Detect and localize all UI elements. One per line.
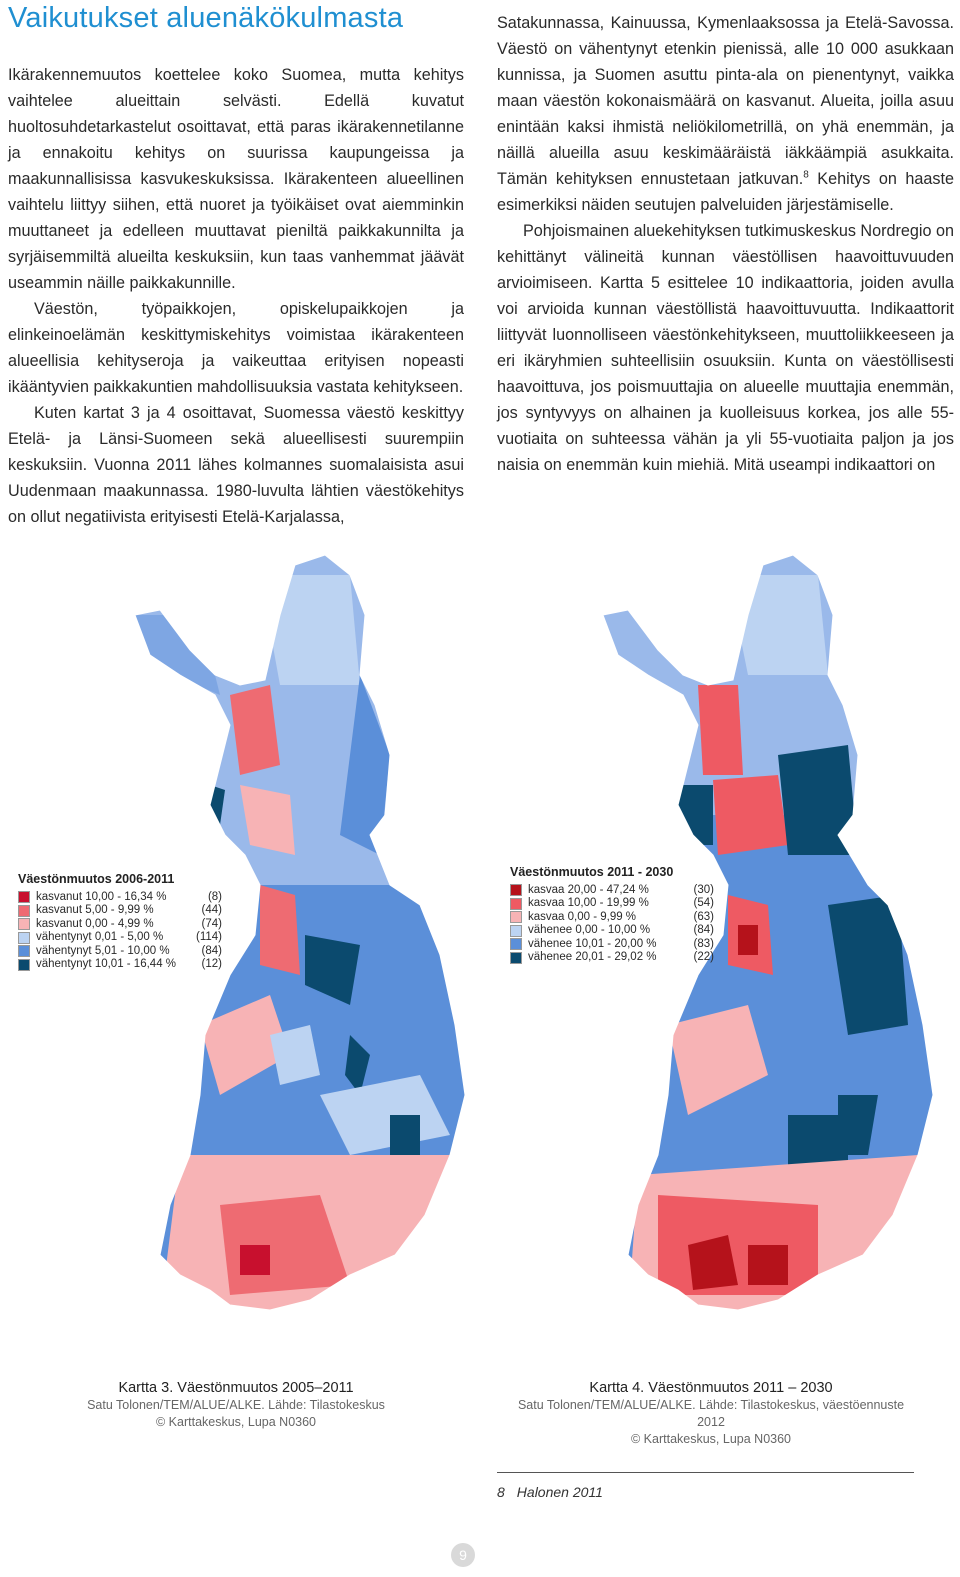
legend-count: (83) xyxy=(693,937,714,950)
legend-row: vähentynyt 10,01 - 16,44 % (12) xyxy=(18,958,222,972)
paragraph: Ikärakennemuutos koettelee koko Suomea, … xyxy=(8,66,464,292)
legend-swatch xyxy=(18,891,30,904)
footnote-divider xyxy=(497,1472,914,1473)
map-3-caption: Kartta 3. Väestönmuutos 2005–2011 Satu T… xyxy=(36,1380,436,1431)
legend-row: kasvaa 0,00 - 9,99 % (63) xyxy=(510,911,714,925)
legend-count: (84) xyxy=(201,944,222,957)
legend-count: (63) xyxy=(693,910,714,923)
map-4-svg xyxy=(602,555,934,1311)
legend-label: vähentynyt 0,01 - 5,00 % xyxy=(36,931,164,943)
page-heading: Vaikutukset aluenäkökulmasta xyxy=(8,2,404,34)
caption-copyright: © Karttakeskus, Lupa N0360 xyxy=(156,1415,316,1429)
legend-swatch xyxy=(510,951,522,964)
legend-swatch xyxy=(510,897,522,910)
left-text-column: Ikärakennemuutos koettelee koko Suomea, … xyxy=(8,62,464,530)
legend-count: (22) xyxy=(693,951,714,963)
legend-label: vähenee 0,00 - 10,00 % xyxy=(528,924,651,936)
legend-row: vähenee 20,01 - 29,02 % (22) xyxy=(510,951,714,965)
paragraph-text: Kehitys on haaste esimerkiksi näiden seu… xyxy=(497,170,954,214)
map-3-legend: Väestönmuutos 2006-2011 kasvanut 10,00 -… xyxy=(18,872,222,972)
right-text-column: Satakunnassa, Kainuussa, Kymenlaaksossa … xyxy=(497,10,954,478)
footnote-ref[interactable]: 8 xyxy=(803,169,809,181)
legend-row: kasvanut 5,00 - 9,99 % (44) xyxy=(18,904,222,918)
legend-row: kasvanut 10,00 - 16,34 % (8) xyxy=(18,891,222,905)
legend-label: kasvaa 0,00 - 9,99 % xyxy=(528,910,637,923)
caption-copyright: © Karttakeskus, Lupa N0360 xyxy=(631,1432,791,1446)
legend-label: kasvaa 10,00 - 19,99 % xyxy=(528,897,649,909)
legend-swatch xyxy=(18,918,30,931)
caption-source: Satu Tolonen/TEM/ALUE/ALKE. Lähde: Tilas… xyxy=(517,1398,905,1429)
legend-row: vähentynyt 0,01 - 5,00 % (114) xyxy=(18,931,222,945)
legend-row: kasvaa 10,00 - 19,99 % (54) xyxy=(510,897,714,911)
legend-label: kasvanut 0,00 - 4,99 % xyxy=(36,917,154,930)
legend-row: vähenee 0,00 - 10,00 % (84) xyxy=(510,924,714,938)
legend-count: (12) xyxy=(201,958,222,970)
footnote-text: Halonen 2011 xyxy=(516,1484,603,1500)
legend-swatch xyxy=(510,884,522,897)
legend-title: Väestönmuutos 2006-2011 xyxy=(18,872,175,886)
map-3-svg xyxy=(134,555,466,1311)
caption-title: Kartta 4. Väestönmuutos 2011 – 2030 xyxy=(589,1380,833,1396)
map-4-finland xyxy=(488,555,938,1365)
paragraph: Satakunnassa, Kainuussa, Kymenlaaksossa … xyxy=(497,10,954,218)
legend-label: kasvanut 10,00 - 16,34 % xyxy=(36,890,167,903)
legend-count: (8) xyxy=(207,890,222,903)
legend-count: (84) xyxy=(693,924,714,936)
legend-count: (54) xyxy=(693,897,714,909)
legend-label: vähenee 10,01 - 20,00 % xyxy=(528,937,657,950)
legend-label: kasvaa 20,00 - 47,24 % xyxy=(528,883,649,896)
legend-count: (74) xyxy=(201,917,222,930)
paragraph-text: Satakunnassa, Kainuussa, Kymenlaaksossa … xyxy=(497,14,954,188)
legend-swatch xyxy=(510,924,522,937)
paragraph: Väestön, työpaikkojen, opiskelupaikkojen… xyxy=(8,300,464,396)
legend-label: kasvanut 5,00 - 9,99 % xyxy=(36,904,154,916)
legend-count: (30) xyxy=(693,883,714,896)
legend-swatch xyxy=(18,958,30,971)
map-3-finland xyxy=(120,555,470,1365)
paragraph: Pohjoismainen aluekehityksen tutkimuskes… xyxy=(497,222,954,474)
legend-count: (114) xyxy=(196,931,222,943)
legend-swatch xyxy=(18,931,30,944)
footnote-number: 8 xyxy=(497,1484,505,1500)
legend-label: vähentynyt 10,01 - 16,44 % xyxy=(36,958,177,970)
caption-title: Kartta 3. Väestönmuutos 2005–2011 xyxy=(118,1380,354,1396)
legend-label: vähentynyt 5,01 - 10,00 % xyxy=(36,944,170,957)
legend-count: (44) xyxy=(201,904,222,916)
legend-row: vähentynyt 5,01 - 10,00 % (84) xyxy=(18,945,222,959)
legend-row: kasvanut 0,00 - 4,99 % (74) xyxy=(18,918,222,932)
map-4-caption: Kartta 4. Väestönmuutos 2011 – 2030 Satu… xyxy=(511,1380,911,1448)
legend-row: kasvaa 20,00 - 47,24 % (30) xyxy=(510,884,714,898)
legend-swatch xyxy=(510,938,522,951)
legend-swatch xyxy=(510,911,522,924)
legend-swatch xyxy=(18,945,30,958)
caption-source: Satu Tolonen/TEM/ALUE/ALKE. Lähde: Tilas… xyxy=(87,1398,385,1412)
map-4-legend: Väestönmuutos 2011 - 2030 kasvaa 20,00 -… xyxy=(510,865,714,965)
legend-title: Väestönmuutos 2011 - 2030 xyxy=(510,865,674,879)
legend-row: vähenee 10,01 - 20,00 % (83) xyxy=(510,938,714,952)
legend-label: vähenee 20,01 - 29,02 % xyxy=(528,951,657,963)
footnote: 8 Halonen 2011 xyxy=(497,1484,603,1500)
page-number: 9 xyxy=(451,1543,475,1567)
legend-swatch xyxy=(18,904,30,917)
paragraph: Kuten kartat 3 ja 4 osoittavat, Suomessa… xyxy=(8,404,464,526)
